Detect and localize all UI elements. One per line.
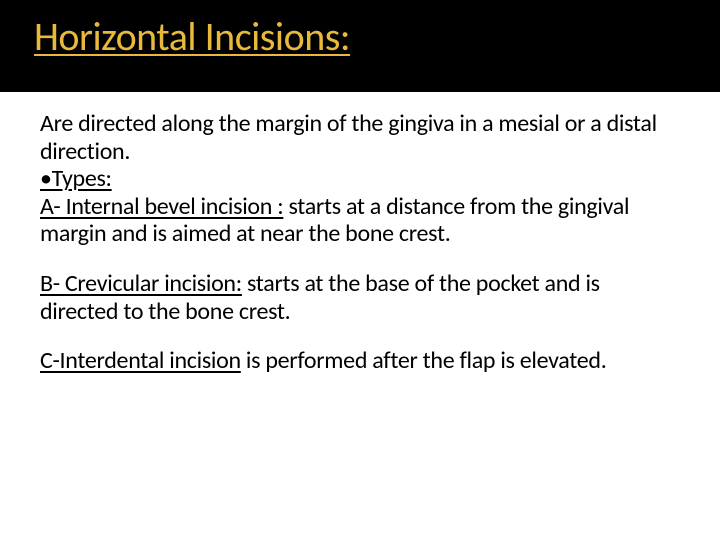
- slide-title: Horizontal Incisions:: [34, 12, 350, 61]
- types-label: •Types:: [40, 164, 112, 193]
- section-c-head: C-Interdental incision: [40, 346, 241, 375]
- slide: Horizontal Incisions: Are directed along…: [0, 0, 720, 540]
- section-b-head: B- Crevicular incision:: [40, 269, 242, 298]
- intro-text: Are directed along the margin of the gin…: [40, 110, 680, 165]
- section-c-rest: is performed after the flap is elevated.: [241, 346, 607, 375]
- section-a: A- Internal bevel incision : starts at a…: [40, 193, 680, 248]
- section-a-head: A- Internal bevel incision :: [40, 192, 283, 221]
- section-b: B- Crevicular incision: starts at the ba…: [40, 270, 680, 325]
- section-c: C-Interdental incision is performed afte…: [40, 347, 680, 375]
- slide-body: Are directed along the margin of the gin…: [40, 110, 680, 397]
- title-band: Horizontal Incisions:: [0, 0, 720, 92]
